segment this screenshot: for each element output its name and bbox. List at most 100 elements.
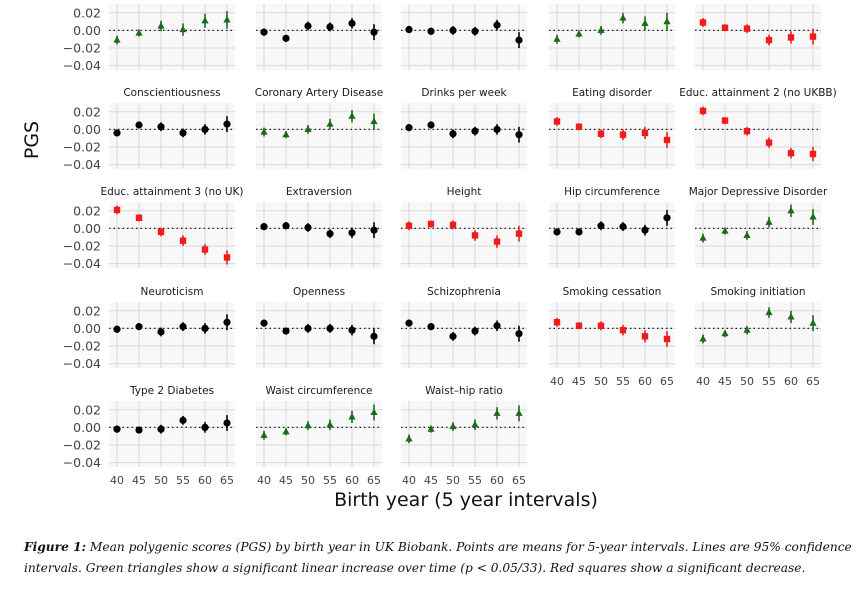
panel-18-point-square — [619, 326, 627, 334]
panel-13-point-circle — [619, 223, 627, 231]
panel-13-point-circle — [553, 228, 561, 236]
panel-12-background — [401, 202, 527, 268]
panel-20-xtick: 65 — [220, 474, 234, 487]
panel-6-label: Coronary Artery Disease — [255, 87, 383, 99]
panel-8-point-square — [575, 123, 583, 130]
panel-20-point-circle — [179, 416, 187, 424]
panel-0-point-triangle — [201, 16, 209, 24]
panel-21-xtick: 40 — [257, 474, 271, 487]
panel-20-xtick: 55 — [176, 474, 190, 487]
panel-8-point-square — [597, 130, 605, 137]
panel-6-point-triangle — [326, 120, 334, 127]
panel-9-background — [695, 103, 821, 169]
panel-22-xtick: 65 — [512, 474, 526, 487]
panel-13-point-circle — [575, 228, 583, 236]
panel-8-point-square — [641, 129, 649, 137]
panel-5-ytick: −0.04 — [63, 157, 101, 172]
panel-12-point-square — [449, 221, 457, 229]
panel-19-label: Smoking initiation — [710, 286, 805, 298]
panel-11-point-circle — [260, 223, 268, 231]
panel-7-label: Drinks per week — [421, 87, 507, 99]
panel-19-xtick: 65 — [806, 375, 820, 388]
panel-20-label: Type 2 Diabetes — [129, 385, 214, 397]
panel-12-point-square — [493, 238, 501, 245]
panel-21-point-triangle — [260, 431, 268, 438]
panel-22-point-triangle — [427, 425, 435, 432]
panel-10-ytick: −0.04 — [63, 256, 101, 271]
panel-11-background — [256, 202, 382, 268]
panel-5-label: Conscientiousness — [123, 87, 220, 99]
panel-11-point-circle — [282, 222, 290, 230]
panel-1-point-circle — [304, 22, 312, 30]
panel-21-xtick: 60 — [345, 474, 359, 487]
panel-17-background — [401, 302, 527, 368]
panel-1-point-circle — [348, 19, 356, 27]
panel-22-xtick: 50 — [446, 474, 460, 487]
panel-18-background — [549, 302, 675, 368]
panel-11-point-circle — [370, 226, 378, 234]
panel-4-point-square — [721, 24, 729, 31]
panel-12-label: Height — [447, 186, 482, 198]
panel-15-point-circle — [113, 325, 121, 333]
panel-21-point-triangle — [282, 427, 290, 435]
panel-21-point-triangle — [304, 421, 312, 429]
panel-10-point-square — [157, 228, 165, 236]
panel-18-point-square — [663, 335, 671, 343]
panel-13-point-circle — [663, 214, 671, 222]
panel-5-point-circle — [223, 120, 231, 128]
panel-2-point-circle — [515, 36, 523, 44]
panel-20-xtick: 50 — [154, 474, 168, 487]
panel-4-point-square — [699, 19, 707, 26]
panel-5-point-circle — [201, 125, 209, 133]
panel-15-label: Neuroticism — [141, 286, 204, 298]
panel-20-point-circle — [223, 419, 231, 427]
panel-22-xtick: 45 — [424, 474, 438, 487]
panel-4-background — [695, 4, 821, 70]
panel-17-point-circle — [515, 330, 523, 338]
panel-10-background — [109, 202, 235, 268]
panel-2-point-circle — [471, 27, 479, 35]
panel-20-xtick: 60 — [198, 474, 212, 487]
panel-19-xtick: 40 — [696, 375, 710, 388]
panel-10-ytick: 0.02 — [73, 203, 101, 218]
panel-0-point-triangle — [223, 15, 231, 23]
panel-0-ytick: 0.00 — [73, 23, 101, 38]
panel-7-point-circle — [515, 131, 523, 139]
panel-0-ytick: 0.02 — [73, 5, 101, 20]
panel-14-point-triangle — [787, 206, 795, 214]
panel-20-background — [109, 401, 235, 467]
panel-21-point-triangle — [370, 408, 378, 416]
panel-2-point-circle — [449, 26, 457, 34]
panel-19-point-triangle — [699, 334, 707, 342]
panel-3-background — [549, 4, 675, 70]
panel-8-background — [549, 103, 675, 169]
panel-9-point-square — [743, 127, 751, 135]
panel-5-point-circle — [179, 129, 187, 137]
panel-19-background — [695, 302, 821, 368]
panel-18-point-square — [597, 322, 605, 329]
panel-7-point-circle — [471, 127, 479, 135]
panel-16-background — [256, 302, 382, 368]
panel-1-background — [256, 4, 382, 70]
panel-10-point-square — [179, 237, 187, 244]
panel-10-ytick: −0.02 — [63, 239, 101, 254]
panel-16-point-circle — [370, 332, 378, 340]
faceted-pgs-chart: 0.02 0.00 −0.02 −0.04 Conscientiousness 0.02 0… — [21, 4, 837, 511]
panel-12-point-square — [427, 220, 435, 228]
panel-16-point-circle — [260, 319, 268, 327]
panel-9-point-square — [765, 139, 773, 146]
panel-18-point-square — [641, 333, 649, 340]
panel-19-point-triangle — [809, 319, 817, 326]
panel-2-background — [401, 4, 527, 70]
figure-caption-label: Figure 1: — [24, 540, 87, 554]
panel-22-point-triangle — [471, 420, 479, 428]
panel-8-point-square — [619, 131, 627, 138]
panel-6-point-triangle — [370, 117, 378, 125]
panel-18-label: Smoking cessation — [563, 286, 662, 298]
panel-6-point-triangle — [348, 112, 356, 119]
panel-17-point-circle — [471, 327, 479, 335]
panel-16-point-circle — [326, 324, 334, 332]
panel-0-point-triangle — [179, 25, 187, 33]
panel-20-ytick: −0.04 — [63, 455, 101, 470]
panel-15-point-circle — [135, 323, 143, 331]
